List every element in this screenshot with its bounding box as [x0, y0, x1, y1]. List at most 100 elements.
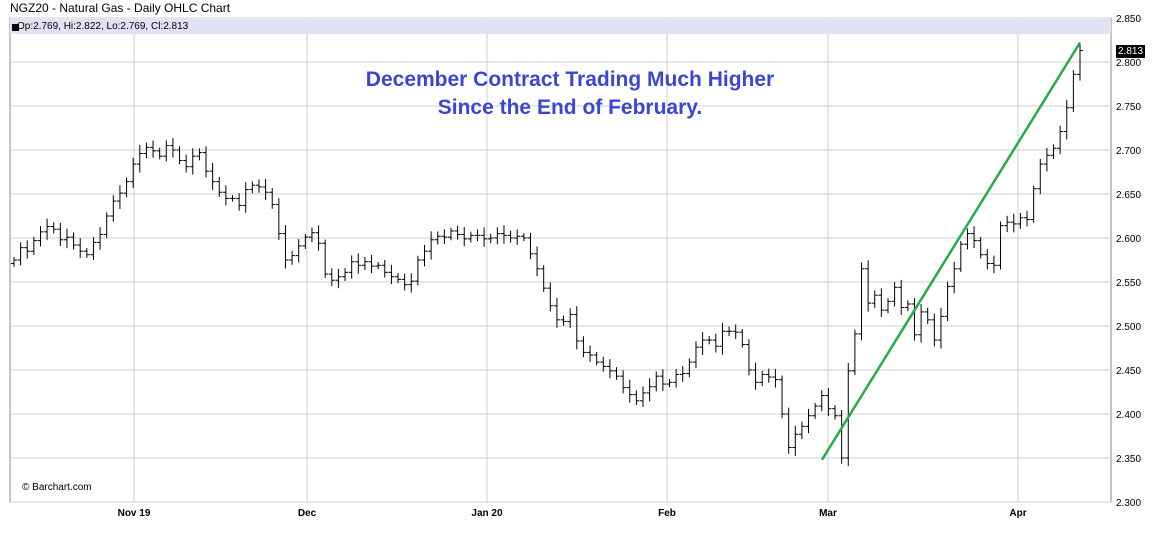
- ohlc-bar: [666, 379, 673, 388]
- ohlc-bar: [977, 236, 984, 259]
- ohlc-bar: [1077, 44, 1083, 81]
- ohlc-bar: [507, 230, 514, 243]
- gridlines: [10, 17, 1111, 503]
- x-tick-label: Dec: [298, 508, 317, 519]
- ohlc-bar: [739, 328, 746, 348]
- ohlc-bar: [169, 138, 176, 158]
- y-tick-label: 2.450: [1116, 366, 1141, 377]
- ohlc-bar: [176, 146, 183, 165]
- ohlc-bar: [573, 306, 580, 350]
- ohlc-bar: [580, 336, 587, 358]
- ohlc-bar: [408, 273, 415, 293]
- ohlc-bar: [17, 242, 24, 266]
- ohlc-bar: [388, 264, 395, 285]
- ohlc-bar: [838, 409, 845, 464]
- ohlc-bar: [1024, 210, 1031, 227]
- y-tick-label: 2.300: [1116, 498, 1141, 509]
- annotation: December Contract Trading Much Higher Si…: [330, 66, 810, 122]
- ohlc-bar: [659, 369, 666, 391]
- x-tick-label: Apr: [1009, 508, 1026, 519]
- ohlc-bar: [255, 179, 262, 193]
- ohlc-bar: [779, 375, 786, 419]
- ohlc-bar: [500, 225, 507, 244]
- x-tick-label: Nov 19: [118, 508, 151, 519]
- ohlc-bar: [812, 402, 819, 419]
- y-tick-label: 2.650: [1116, 190, 1141, 201]
- ohlc-bar: [249, 181, 256, 194]
- annotation-line-2: Since the End of February.: [437, 96, 703, 119]
- ohlc-bar: [421, 244, 428, 267]
- ohlc-bar: [481, 227, 488, 247]
- ohlc-bar: [428, 231, 435, 260]
- ohlc-bar: [302, 233, 309, 250]
- ohlc-bar: [534, 246, 541, 277]
- ohlc-bar: [348, 255, 355, 279]
- ohlc-bar: [163, 140, 170, 162]
- ohlc-bar: [116, 185, 123, 209]
- y-tick-label: 2.400: [1116, 410, 1141, 421]
- ohlc-bar: [805, 408, 812, 434]
- ohlc-bar: [884, 298, 891, 314]
- ohlc-bar: [514, 229, 521, 245]
- ohlc-bar: [77, 238, 84, 259]
- ohlc-bar: [37, 226, 44, 247]
- ohlc-bar: [759, 370, 766, 387]
- x-tick-label: Jan 20: [471, 508, 503, 519]
- ohlc-bar: [653, 371, 660, 392]
- ohlc-bar: [70, 232, 77, 250]
- ohlc-bar: [613, 367, 620, 380]
- y-tick-label: 2.850: [1116, 14, 1141, 25]
- ohlc-bar: [401, 273, 408, 291]
- x-axis: Nov 19 Dec Jan 20 Feb Mar Apr: [118, 508, 1027, 519]
- ohlc-bar: [706, 335, 713, 345]
- ohlc-bar: [229, 195, 236, 202]
- ohlc-bar: [97, 227, 104, 250]
- ohlc-bar: [196, 148, 203, 161]
- ohlc-bar: [699, 332, 706, 356]
- ohlc-bar: [395, 273, 402, 284]
- ohlc-bars: [11, 44, 1083, 466]
- ohlc-bar: [57, 222, 64, 247]
- ohlc-bar: [898, 279, 905, 315]
- ohlc-bar: [911, 298, 918, 341]
- ohlc-bar: [918, 304, 925, 343]
- ohlc-bar: [745, 339, 752, 376]
- ohlc-bar: [593, 351, 600, 366]
- ohlc-bar: [355, 253, 362, 274]
- ohlc-bar: [997, 221, 1004, 270]
- ohlc-bar: [494, 227, 501, 245]
- ohlc-bar: [90, 237, 97, 260]
- ohlc-bar: [1070, 70, 1077, 112]
- ohlc-bar: [527, 232, 534, 260]
- ohlc-bar: [640, 386, 647, 408]
- ohlc-bar: [467, 231, 474, 243]
- ohlc-bar: [944, 281, 951, 322]
- series-marker-icon: [12, 24, 19, 31]
- ohlc-bar: [1043, 147, 1050, 172]
- y-tick-label: 2.500: [1116, 322, 1141, 333]
- ohlc-bar: [262, 179, 269, 201]
- ohlc-bar: [792, 425, 799, 456]
- ohlc-bar: [845, 362, 852, 466]
- ohlc-bar: [342, 268, 349, 281]
- ohlc-bar: [825, 388, 832, 417]
- ohlc-bar: [858, 262, 865, 341]
- ohlc-bar: [752, 362, 759, 390]
- ohlc-bar: [434, 231, 441, 245]
- ohlc-bar: [189, 148, 196, 175]
- y-tick-label: 2.700: [1116, 146, 1141, 157]
- ohlc-bar: [785, 407, 792, 454]
- y-tick-label: 2.350: [1116, 454, 1141, 465]
- ohlc-bar: [335, 268, 342, 289]
- ohlc-bar: [441, 229, 448, 244]
- ohlc-bar: [726, 326, 733, 337]
- ohlc-bar: [951, 261, 958, 294]
- ohlc-bar: [322, 239, 329, 278]
- ohlc-bar: [924, 307, 931, 325]
- copyright: © Barchart.com: [22, 482, 92, 493]
- ohlc-bar: [832, 405, 839, 420]
- ohlc-bar: [44, 218, 51, 240]
- ohlc-bar: [368, 254, 375, 274]
- ohlc-bar: [1010, 213, 1017, 233]
